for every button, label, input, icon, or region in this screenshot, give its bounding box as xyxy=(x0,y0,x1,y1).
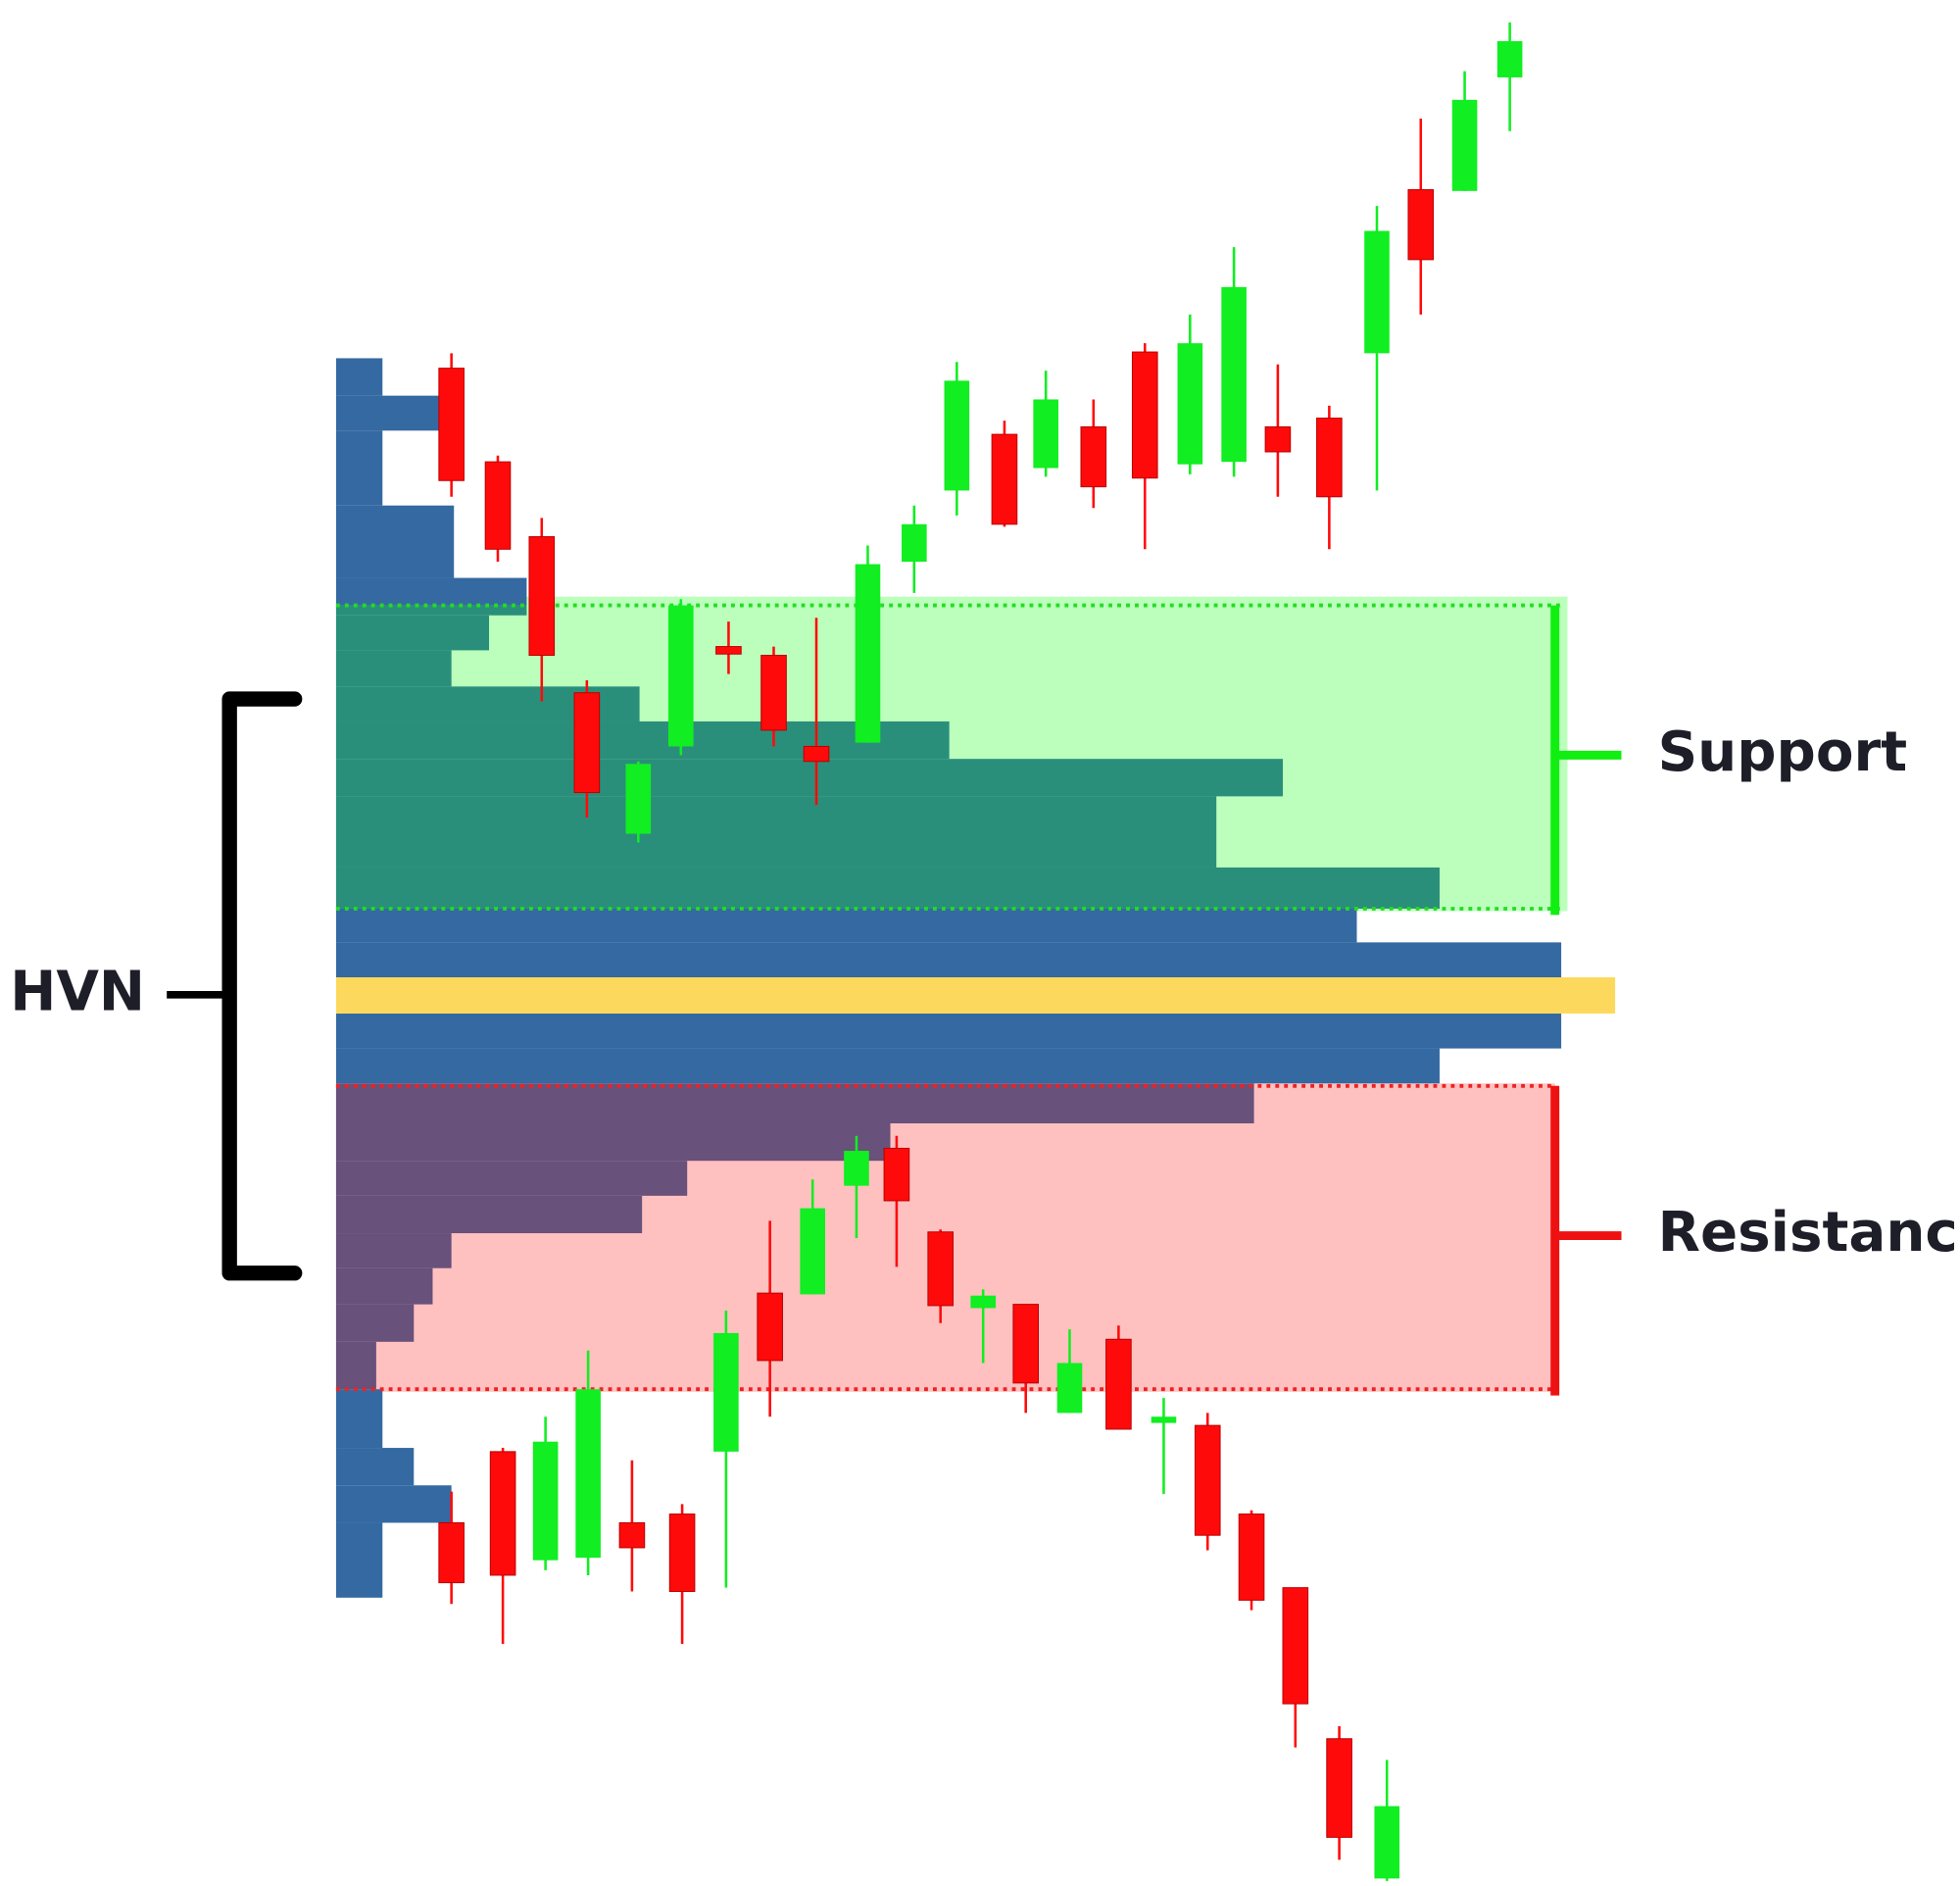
candles xyxy=(438,22,1523,1881)
candle-body xyxy=(902,523,927,562)
candle-body xyxy=(800,1208,825,1295)
candle-body xyxy=(970,1295,996,1309)
candle-body xyxy=(1194,1424,1221,1536)
candle-body xyxy=(1282,1587,1309,1705)
candle-body xyxy=(1407,189,1435,261)
candle-body xyxy=(438,368,465,481)
profile-bar xyxy=(335,720,950,760)
profile-bar xyxy=(335,1485,452,1523)
candle-body xyxy=(844,1151,869,1186)
candle-body xyxy=(1264,425,1292,453)
candle-body xyxy=(1177,343,1203,465)
profile-bar xyxy=(335,395,439,431)
hvn-bracket xyxy=(221,691,303,1281)
candle-body xyxy=(528,536,556,657)
candle-body xyxy=(625,764,652,834)
candle-body xyxy=(713,1332,739,1452)
candle-body xyxy=(1012,1304,1040,1384)
candle-body xyxy=(1131,351,1158,479)
profile-bar xyxy=(335,1013,1562,1049)
candle-body xyxy=(1374,1806,1400,1879)
profile-bar xyxy=(335,358,383,396)
volume-profile xyxy=(335,358,1562,1598)
poc-line xyxy=(335,977,1616,1014)
profile-bar xyxy=(335,1122,891,1162)
profile-bar xyxy=(335,942,1562,978)
candle-body xyxy=(484,461,512,550)
profile-bar xyxy=(335,1341,376,1390)
resistance-label: Resistance xyxy=(1658,1201,1960,1265)
candle-body xyxy=(883,1147,910,1202)
profile-bar xyxy=(335,1195,643,1234)
support-label: Support xyxy=(1658,720,1908,784)
profile-bar xyxy=(335,577,527,606)
candle-body xyxy=(1056,1363,1083,1414)
profile-bar xyxy=(335,430,383,506)
candle-body xyxy=(1496,41,1523,77)
candle-body xyxy=(438,1521,465,1584)
profile-bar xyxy=(335,650,452,687)
profile-bar xyxy=(335,1448,415,1486)
candle-body xyxy=(757,1292,783,1362)
profile-bar xyxy=(335,605,527,616)
profile-bar xyxy=(335,615,490,651)
candle-body xyxy=(618,1521,646,1549)
candle-body xyxy=(1238,1514,1265,1601)
candle-body xyxy=(1105,1338,1132,1430)
hvn-label: HVN xyxy=(10,961,145,1024)
profile-bar xyxy=(335,1522,383,1598)
candle-body xyxy=(532,1441,559,1561)
candle-body xyxy=(1364,230,1390,354)
candle-body xyxy=(944,380,970,491)
candle-body xyxy=(489,1451,516,1576)
candle-body xyxy=(1080,425,1107,488)
candle-body xyxy=(855,564,881,743)
candle-body xyxy=(573,692,601,794)
candle-body xyxy=(803,745,830,763)
candle-body xyxy=(927,1231,955,1307)
profile-bar xyxy=(335,867,1440,909)
profile-bar xyxy=(335,1304,415,1342)
profile-bar xyxy=(335,1233,452,1268)
candle-body xyxy=(575,1389,601,1559)
candle-body xyxy=(1033,399,1058,469)
profile-bar xyxy=(335,1161,688,1196)
profile-bar xyxy=(335,908,1357,943)
candle-body xyxy=(1451,99,1478,191)
candle-body xyxy=(1326,1738,1352,1838)
profile-bar xyxy=(335,796,1217,868)
profile-bar xyxy=(335,1048,1440,1084)
profile-bar xyxy=(335,505,455,578)
candle-body xyxy=(1316,418,1343,498)
profile-bar xyxy=(335,759,1284,797)
candle-body xyxy=(1151,1416,1177,1423)
profile-bar xyxy=(335,1083,1254,1123)
candle-body xyxy=(715,646,742,655)
candle-body xyxy=(668,605,694,747)
profile-bar xyxy=(335,1389,383,1449)
candle-body xyxy=(991,433,1018,525)
candle-body xyxy=(1221,286,1247,463)
candle-body xyxy=(668,1514,696,1593)
profile-bar xyxy=(335,1267,433,1305)
candle-body xyxy=(760,654,787,731)
